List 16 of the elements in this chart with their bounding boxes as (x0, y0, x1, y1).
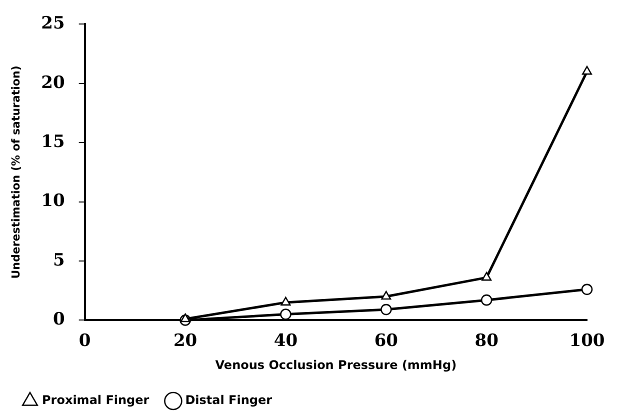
y-tick-label: 10 (41, 191, 66, 212)
x-axis-title: Venous Occlusion Pressure (mmHg) (215, 358, 457, 372)
x-tick-label: 60 (374, 330, 398, 351)
x-tick-label: 40 (274, 330, 298, 351)
legend-label: Proximal Finger (42, 393, 150, 408)
y-tick-label: 25 (41, 14, 65, 34)
y-tick-label: 5 (53, 250, 65, 270)
x-tick-label: 20 (173, 330, 198, 351)
x-tick-label: 80 (474, 330, 499, 351)
y-tick-label: 20 (41, 72, 66, 93)
x-tick-label: 0 (78, 330, 91, 351)
y-tick-label: 0 (53, 310, 66, 330)
x-tick-label: 100 (569, 330, 605, 351)
legend-label: Distal Finger (185, 393, 272, 408)
y-axis-title: Underestimation (% of saturation) (9, 66, 22, 279)
y-tick-label: 15 (41, 132, 65, 152)
